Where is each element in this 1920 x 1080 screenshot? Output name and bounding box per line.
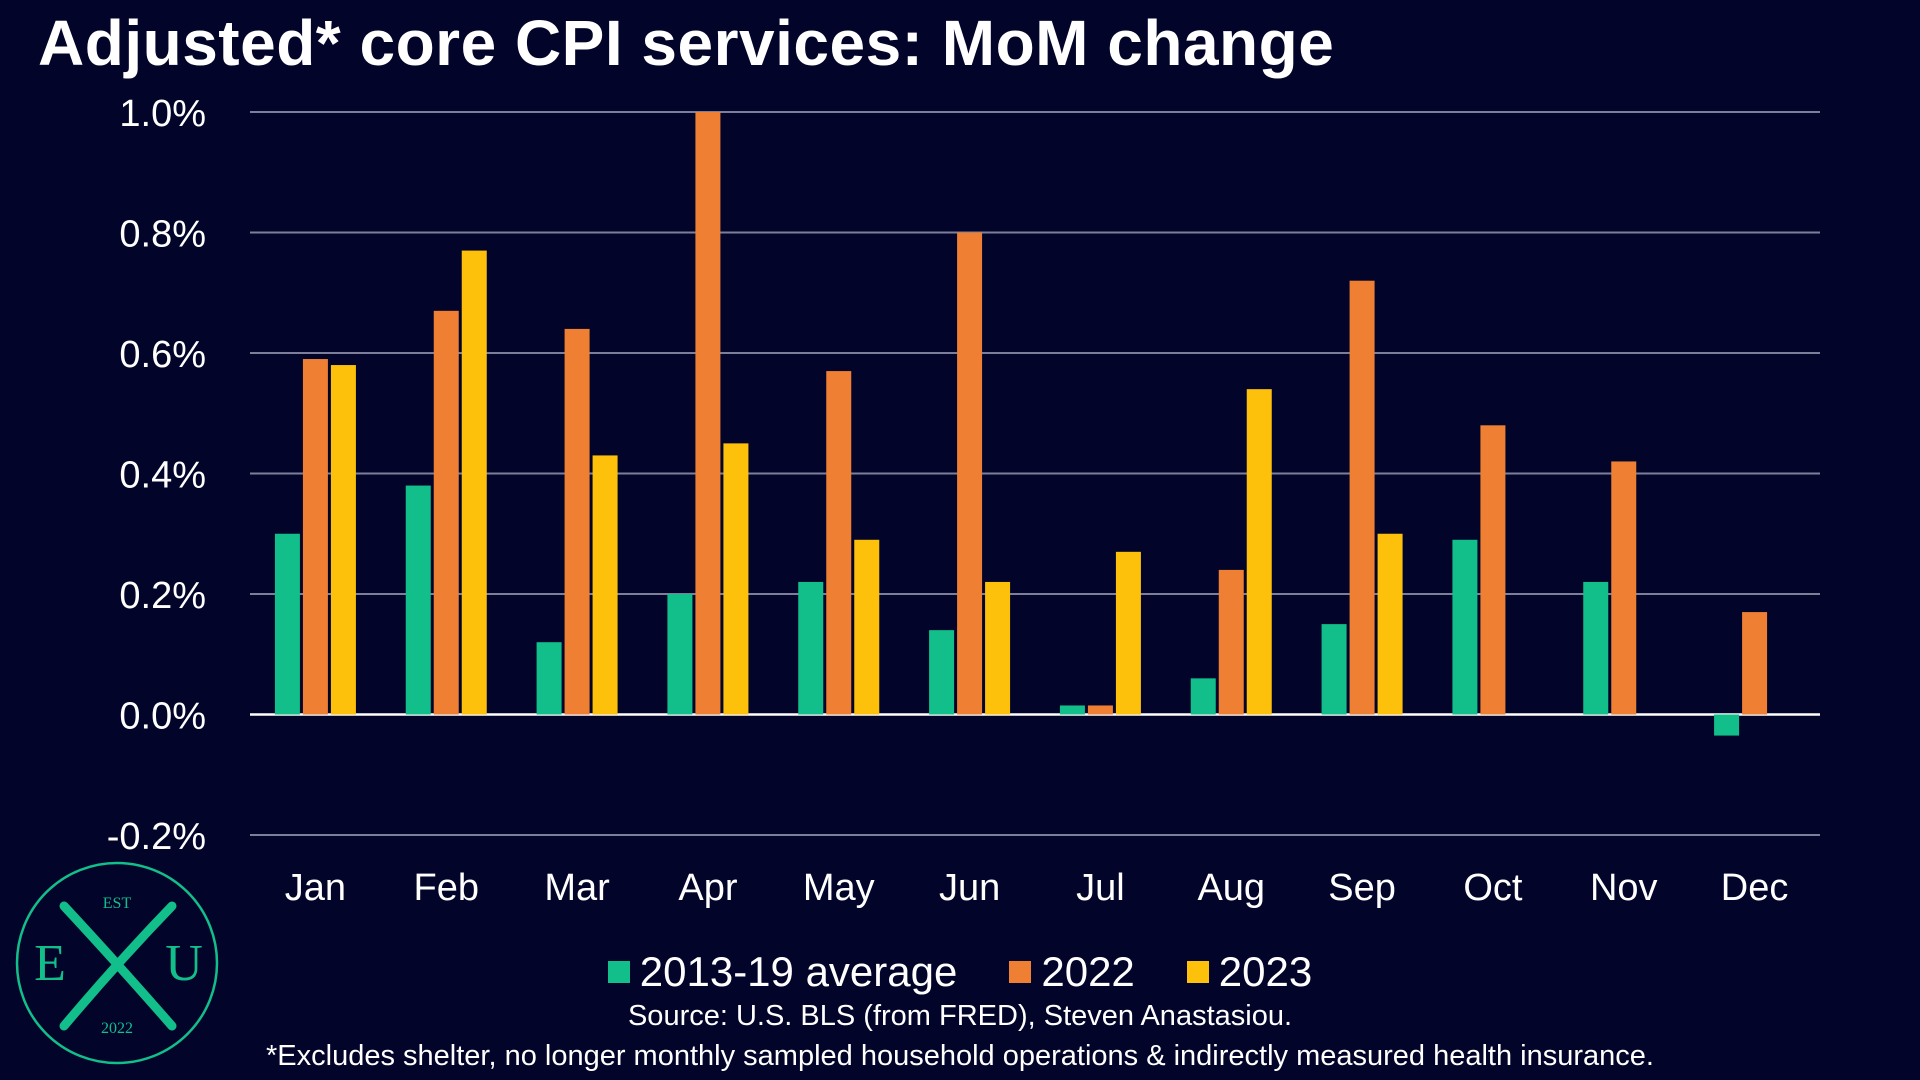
bar-sep-2023: [1377, 533, 1403, 715]
bar-oct-2022: [1480, 425, 1506, 715]
legend-label: 2023: [1218, 948, 1313, 995]
bar-mar-2023: [592, 455, 618, 715]
bar-feb-2023: [461, 250, 487, 715]
logo-letter-e: E: [34, 935, 66, 992]
bar-apr-2013-19-average: [667, 594, 693, 715]
x-tick-label: Jul: [1076, 867, 1125, 909]
legend-label: 2022: [1041, 948, 1135, 995]
x-tick-label: Apr: [678, 867, 737, 909]
bar-jan-2013-19-average: [274, 533, 300, 715]
source-note: Source: U.S. BLS (from FRED), Steven Ana…: [627, 1000, 1293, 1032]
bar-aug-2013-19-average: [1190, 678, 1216, 715]
y-tick-label: 0.8%: [119, 214, 206, 256]
x-tick-label: Aug: [1197, 867, 1265, 909]
x-tick-label: Dec: [1721, 867, 1789, 909]
bar-jun-2023: [985, 581, 1011, 715]
footnote: *Excludes shelter, no longer monthly sam…: [266, 1040, 1654, 1072]
legend-swatch-2023: [1186, 961, 1209, 983]
legend-item-2023: 2023: [1186, 948, 1313, 996]
chart-title: Adjusted* core CPI services: MoM change: [38, 7, 1335, 79]
bar-jul-2023: [1115, 551, 1141, 715]
bar-feb-2022: [433, 310, 459, 715]
bar-dec-2013-19-average: [1714, 714, 1740, 736]
bar-dec-2022: [1742, 612, 1768, 715]
bar-nov-2022: [1611, 461, 1637, 715]
y-tick-label: 0.6%: [119, 334, 206, 376]
x-tick-label: Mar: [544, 867, 610, 909]
y-tick-label: 1.0%: [119, 93, 206, 135]
logo-letter-u: U: [165, 935, 203, 992]
bar-aug-2022: [1218, 569, 1244, 715]
bar-apr-2022: [695, 112, 721, 715]
bar-may-2023: [854, 539, 880, 715]
logo-year: 2022: [101, 1020, 133, 1037]
y-tick-label: -0.2%: [107, 816, 206, 858]
bar-nov-2013-19-average: [1583, 581, 1609, 715]
x-tick-label: Sep: [1328, 867, 1396, 909]
bar-jun-2022: [957, 232, 983, 715]
bar-apr-2023: [723, 443, 749, 715]
bar-sep-2013-19-average: [1321, 624, 1347, 715]
bar-mar-2022: [564, 328, 590, 715]
bar-may-2013-19-average: [798, 581, 824, 715]
y-tick-label: 0.0%: [119, 696, 206, 738]
legend-swatch-2013-19-average: [607, 961, 630, 983]
y-tick-label: 0.2%: [119, 575, 206, 617]
y-tick-label: 0.4%: [119, 455, 206, 497]
bar-jul-2013-19-average: [1059, 705, 1085, 715]
bar-feb-2013-19-average: [405, 485, 431, 715]
legend-swatch-2022: [1009, 961, 1032, 983]
bar-mar-2013-19-average: [536, 642, 562, 715]
x-tick-label: Jun: [939, 867, 1000, 909]
bar-jul-2022: [1087, 705, 1113, 715]
x-tick-label: Jan: [285, 867, 346, 909]
legend: 2013-19 average 2022 2023: [0, 948, 1920, 996]
x-tick-label: May: [803, 867, 875, 909]
exu-logo: EST E U 2022: [15, 861, 219, 1065]
legend-item-2013-19-average: 2013-19 average: [607, 948, 958, 996]
bar-aug-2023: [1246, 389, 1272, 715]
bar-chart: 1.0% 0.8% 0.6% 0.4% 0.2% 0.0% -0.2% Jan Feb Mar Ap…: [107, 93, 1820, 909]
x-tick-label: Oct: [1463, 867, 1523, 909]
legend-item-2022: 2022: [1009, 948, 1135, 996]
logo-est: EST: [103, 895, 132, 912]
x-tick-label: Nov: [1590, 867, 1658, 909]
legend-label: 2013-19 average: [639, 948, 958, 995]
bar-oct-2013-19-average: [1452, 539, 1478, 715]
bar-may-2022: [826, 371, 852, 715]
bar-jun-2013-19-average: [929, 630, 955, 715]
x-tick-label: Feb: [414, 867, 479, 909]
bar-jan-2023: [330, 365, 356, 715]
bar-jan-2022: [302, 359, 328, 715]
bar-sep-2022: [1349, 280, 1375, 715]
